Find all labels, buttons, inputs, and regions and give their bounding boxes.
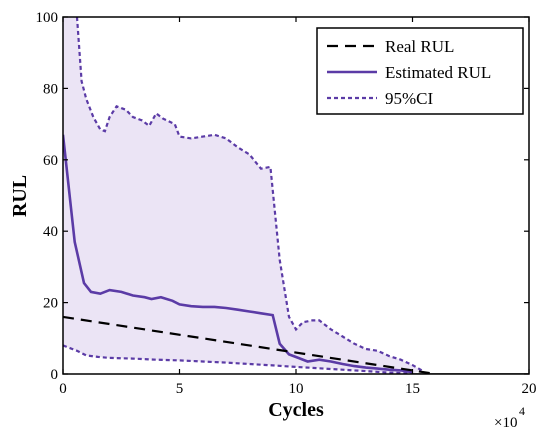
legend-label: Estimated RUL	[385, 63, 491, 82]
x-tick-label: 10	[289, 381, 304, 397]
y-tick-label: 20	[43, 296, 58, 312]
y-tick-label: 100	[36, 10, 59, 26]
x-axis-multiplier: ×10	[494, 415, 517, 431]
ci-lower-line	[63, 344, 413, 374]
y-tick-label: 60	[43, 153, 58, 169]
y-tick-label: 40	[43, 224, 58, 240]
legend-label: Real RUL	[385, 37, 454, 56]
legend: Real RUL Estimated RUL 95%CI	[316, 27, 524, 115]
real-rul-line	[63, 315, 436, 374]
x-tick-label: 15	[405, 381, 420, 397]
x-axis-title: Cycles	[268, 399, 324, 421]
x-axis-multiplier-exponent: 4	[519, 404, 525, 418]
x-tick-label: 20	[522, 381, 537, 397]
x-tick-label: 5	[176, 381, 184, 397]
estimated-rul-line	[63, 134, 413, 374]
y-tick-label: 0	[51, 367, 59, 383]
x-tick-label: 0	[59, 381, 67, 397]
y-tick-label: 80	[43, 81, 58, 97]
legend-label: 95%CI	[385, 89, 434, 108]
ci-band	[63, 17, 422, 374]
y-axis-title: RUL	[9, 175, 31, 217]
ci-upper-line	[75, 17, 423, 372]
